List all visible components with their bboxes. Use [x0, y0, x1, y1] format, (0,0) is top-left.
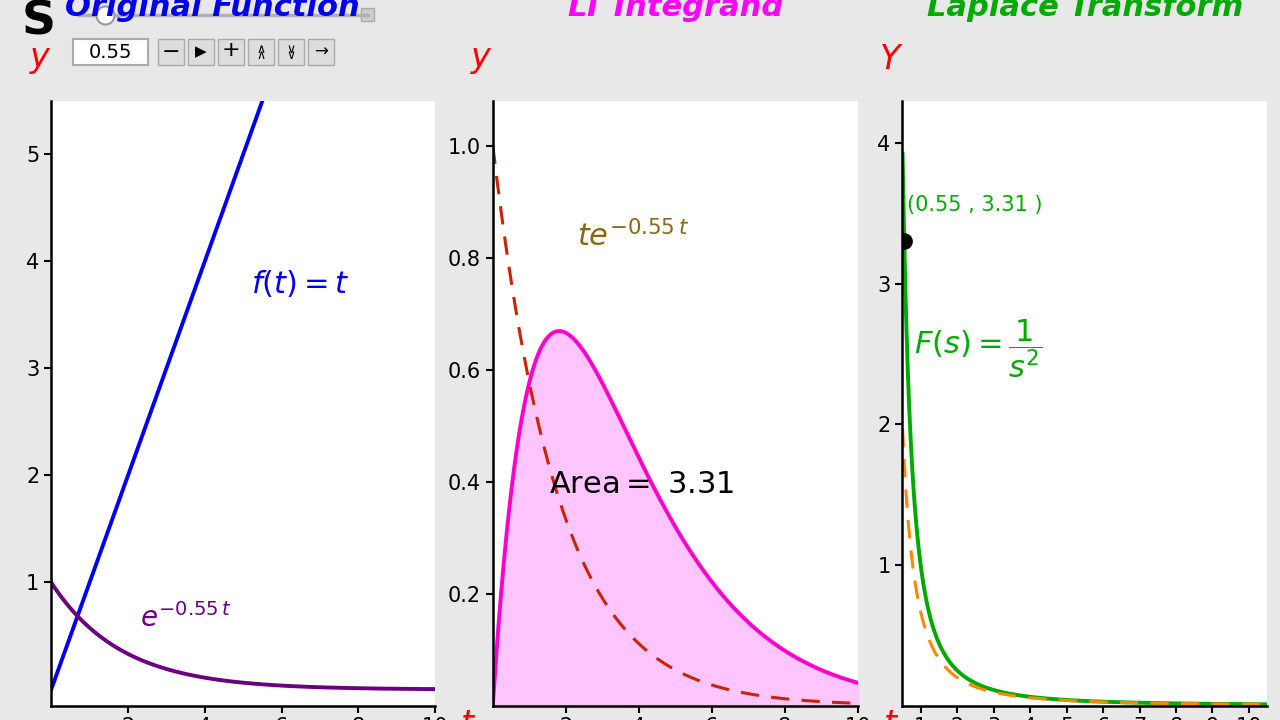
- Text: $F(s){=}\dfrac{1}{s^2}$: $F(s){=}\dfrac{1}{s^2}$: [914, 317, 1042, 380]
- Text: ∨: ∨: [287, 49, 296, 62]
- FancyBboxPatch shape: [248, 39, 274, 65]
- Text: →: →: [314, 43, 328, 61]
- Text: +: +: [221, 40, 241, 60]
- Text: ∨: ∨: [287, 42, 296, 55]
- FancyBboxPatch shape: [188, 39, 214, 65]
- Text: $\mathrm{Area}{=}\ 3.31$: $\mathrm{Area}{=}\ 3.31$: [549, 469, 735, 499]
- Text: $te^{-0.55\,t}$: $te^{-0.55\,t}$: [577, 220, 689, 253]
- Text: LT Integrand: LT Integrand: [567, 0, 783, 22]
- Text: $f(t){=}t$: $f(t){=}t$: [251, 269, 349, 300]
- Text: ▶: ▶: [195, 45, 207, 60]
- Text: ∧: ∧: [256, 42, 265, 55]
- Text: (0.55 , 3.31 ): (0.55 , 3.31 ): [906, 194, 1042, 215]
- Text: $y$: $y$: [470, 42, 493, 76]
- Text: $y$: $y$: [28, 42, 51, 76]
- FancyBboxPatch shape: [73, 39, 148, 65]
- Text: Laplace Transform: Laplace Transform: [927, 0, 1243, 22]
- Text: $t$: $t$: [883, 708, 899, 720]
- Text: −: −: [161, 42, 180, 62]
- FancyBboxPatch shape: [157, 39, 184, 65]
- FancyBboxPatch shape: [278, 39, 305, 65]
- Text: 0.55: 0.55: [88, 42, 132, 62]
- Text: S: S: [22, 0, 56, 45]
- Text: ∧: ∧: [256, 49, 265, 62]
- FancyBboxPatch shape: [361, 8, 374, 21]
- FancyBboxPatch shape: [308, 39, 334, 65]
- FancyBboxPatch shape: [218, 39, 244, 65]
- Text: $t$: $t$: [461, 708, 476, 720]
- Text: $e^{-0.55\,t}$: $e^{-0.55\,t}$: [140, 603, 230, 634]
- Text: Original Function: Original Function: [65, 0, 360, 22]
- Text: $Y$: $Y$: [879, 42, 904, 76]
